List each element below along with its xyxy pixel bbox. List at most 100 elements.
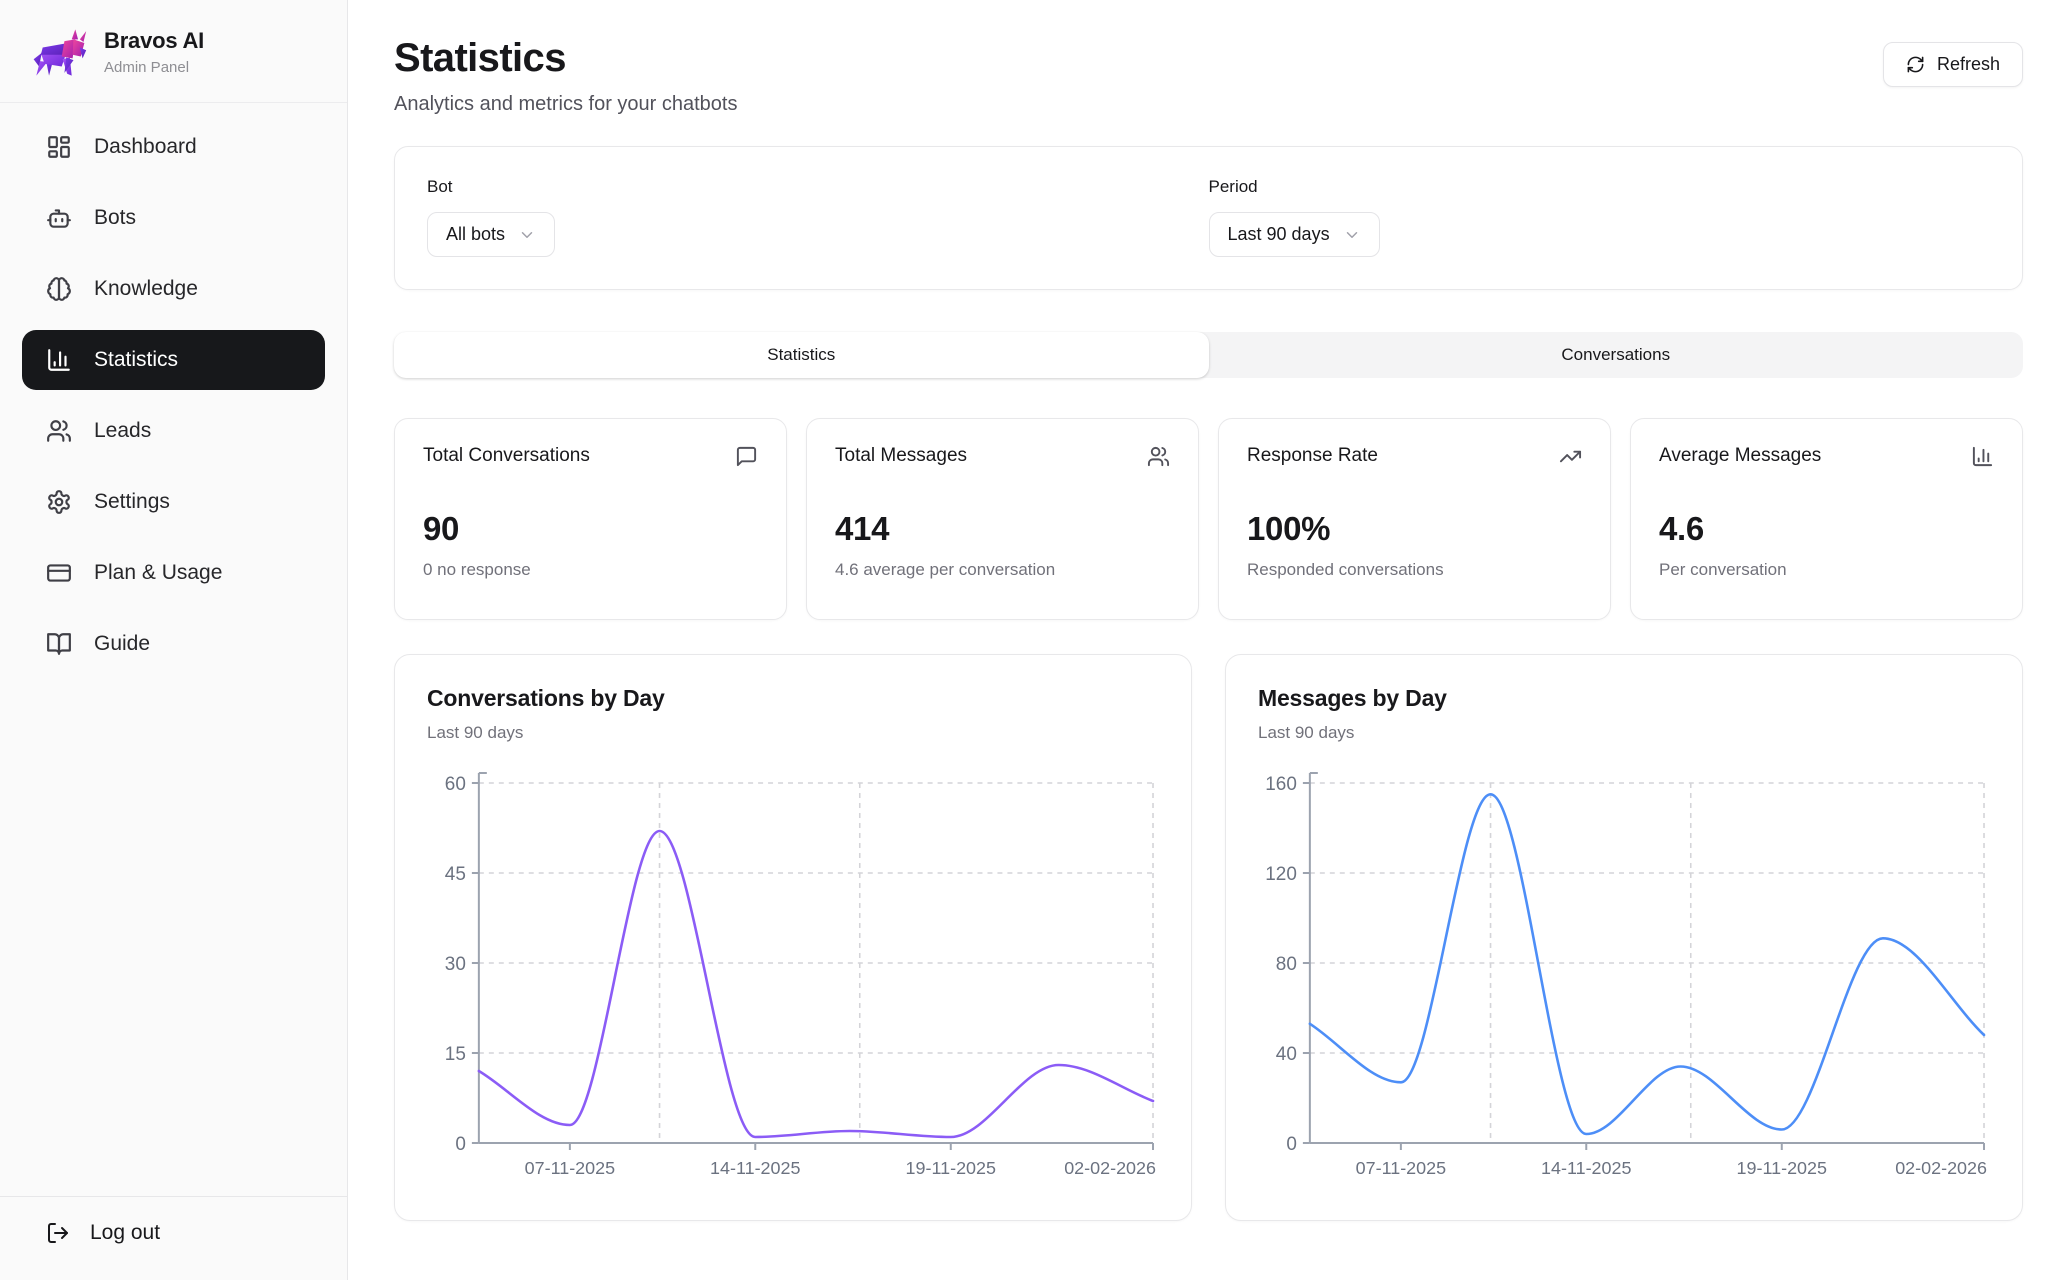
users-icon (47, 420, 71, 442)
bar-chart-icon (48, 349, 70, 371)
stat-subtitle: 4.6 average per conversation (835, 560, 1056, 579)
page-subtitle: Analytics and metrics for your chatbots (394, 93, 738, 115)
stat-subtitle: Per conversation (1659, 560, 1787, 579)
sidebar-item-label: Dashboard (94, 135, 197, 158)
svg-text:160: 160 (1265, 774, 1297, 795)
stat-card-average-messages: Average Messages 4.6 Per conversation (1630, 418, 2023, 620)
period-select[interactable]: Last 90 days (1208, 212, 1380, 257)
sidebar-item-settings[interactable]: Settings (22, 472, 325, 532)
sidebar-item-label: Statistics (94, 348, 179, 371)
logout-icon (48, 1223, 68, 1243)
svg-text:07-11-2025: 07-11-2025 (525, 1158, 615, 1178)
logout-button[interactable]: Log out (46, 1221, 160, 1245)
charts-section: Conversations by Day Last 90 days 0 15 30 4… (394, 654, 2023, 1221)
brand-name: Bravos AI (104, 28, 205, 53)
stat-value: 4.6 (1659, 510, 1704, 547)
stat-cards: Total Conversations 90 0 no response Tot… (394, 418, 2023, 620)
book-open-icon (47, 633, 71, 655)
view-tabs: Statistics Conversations (394, 332, 2023, 378)
stat-value: 90 (423, 510, 460, 547)
svg-text:30: 30 (445, 954, 466, 975)
sidebar-item-dashboard[interactable]: Dashboard (22, 117, 325, 177)
svg-text:07-11-2025: 07-11-2025 (1356, 1158, 1446, 1178)
stat-title: Response Rate (1247, 445, 1378, 466)
tab-conversations[interactable]: Conversations (1561, 345, 1671, 364)
svg-text:19-11-2025: 19-11-2025 (1737, 1158, 1827, 1178)
sidebar-item-label: Settings (94, 490, 170, 513)
dashboard-icon (48, 136, 70, 158)
sidebar-item-label: Plan & Usage (94, 561, 223, 584)
chevron-down-icon (521, 231, 533, 238)
messages-line-chart: 0 40 80 120 160 07-11-2025 14-11-2025 19-11-202… (1265, 772, 1987, 1178)
stat-title: Average Messages (1659, 445, 1822, 466)
sidebar-item-bots[interactable]: Bots (22, 188, 325, 248)
sidebar-item-plan-usage[interactable]: Plan & Usage (22, 543, 325, 603)
page-title: Statistics (394, 36, 566, 80)
sidebar-item-guide[interactable]: Guide (22, 614, 325, 674)
refresh-icon (1907, 56, 1924, 73)
svg-text:15: 15 (445, 1044, 466, 1065)
svg-text:14-11-2025: 14-11-2025 (710, 1158, 800, 1178)
svg-text:120: 120 (1265, 864, 1297, 885)
sidebar-item-statistics[interactable]: Statistics (22, 330, 325, 390)
bot-select[interactable]: All bots (427, 212, 556, 257)
stat-subtitle: 0 no response (423, 560, 531, 579)
stat-value: 414 (835, 510, 890, 547)
chevron-down-icon (1346, 231, 1357, 238)
users-icon (1147, 446, 1170, 467)
sidebar-item-label: Guide (94, 632, 151, 655)
chart-title: Conversations by Day (427, 685, 665, 711)
filter-card: Bot All bots Period Last 90 days (394, 146, 2023, 290)
stat-card-response-rate: Response Rate 100% Responded conversatio… (1218, 418, 1611, 620)
svg-text:0: 0 (1286, 1134, 1297, 1155)
stat-value: 100% (1247, 510, 1331, 547)
stat-card-total-conversations: Total Conversations 90 0 no response (394, 418, 787, 620)
sidebar-header: Bravos AI Admin Panel (0, 0, 347, 103)
chart-subtitle: Last 90 days (427, 723, 524, 742)
sidebar-item-label: Leads (94, 419, 152, 442)
main-content: Statistics Analytics and metrics for you… (348, 0, 2048, 1280)
message-square-icon (736, 446, 757, 467)
svg-text:14-11-2025: 14-11-2025 (1541, 1158, 1631, 1178)
sidebar: Bravos AI Admin Panel Dashboard Bots (0, 0, 348, 1280)
brand-text: Bravos AI Admin Panel (104, 28, 204, 76)
svg-text:02-02-2026: 02-02-2026 (1895, 1158, 1987, 1178)
svg-text:60: 60 (445, 774, 466, 795)
svg-text:80: 80 (1276, 954, 1297, 975)
stat-title: Total Messages (835, 445, 968, 466)
stat-card-total-messages: Total Messages 414 4.6 average per conve… (806, 418, 1199, 620)
bot-select-value: All bots (446, 224, 506, 244)
period-filter: Period Last 90 days (1208, 177, 1991, 257)
sidebar-item-knowledge[interactable]: Knowledge (22, 259, 325, 319)
messages-by-day-chart-card: Messages by Day Last 90 days 0 40 80 120 160… (1225, 654, 2023, 1221)
bar-chart-icon (1972, 446, 1993, 467)
sidebar-nav: Dashboard Bots Knowledge Statistics (0, 103, 347, 1196)
svg-text:40: 40 (1276, 1044, 1297, 1065)
sidebar-item-leads[interactable]: Leads (22, 401, 325, 461)
gear-icon (48, 490, 70, 514)
refresh-label: Refresh (1936, 54, 2000, 74)
period-filter-label: Period (1208, 177, 1258, 196)
sidebar-item-label: Bots (94, 206, 137, 229)
tab-statistics[interactable]: Statistics (394, 332, 1209, 378)
page-header: Statistics Analytics and metrics for you… (394, 36, 2023, 116)
chart-title: Messages by Day (1258, 685, 1447, 711)
sidebar-footer: Log out (0, 1196, 347, 1280)
trending-up-icon (1559, 450, 1582, 463)
brain-icon (47, 277, 71, 301)
bot-filter-label: Bot (427, 177, 453, 196)
chart-subtitle: Last 90 days (1258, 723, 1355, 742)
svg-text:19-11-2025: 19-11-2025 (906, 1158, 996, 1178)
svg-text:02-02-2026: 02-02-2026 (1064, 1158, 1156, 1178)
stat-title: Total Conversations (423, 445, 590, 466)
svg-text:0: 0 (455, 1134, 466, 1155)
bot-icon (47, 209, 71, 228)
conversations-by-day-chart-card: Conversations by Day Last 90 days 0 15 30 4… (394, 654, 1192, 1221)
bot-filter: Bot All bots (427, 177, 1209, 257)
credit-card-icon (47, 564, 71, 582)
sidebar-item-label: Knowledge (94, 277, 198, 300)
bravos-bull-logo (33, 29, 87, 76)
logout-label: Log out (90, 1221, 161, 1244)
refresh-button[interactable]: Refresh (1882, 42, 2023, 87)
